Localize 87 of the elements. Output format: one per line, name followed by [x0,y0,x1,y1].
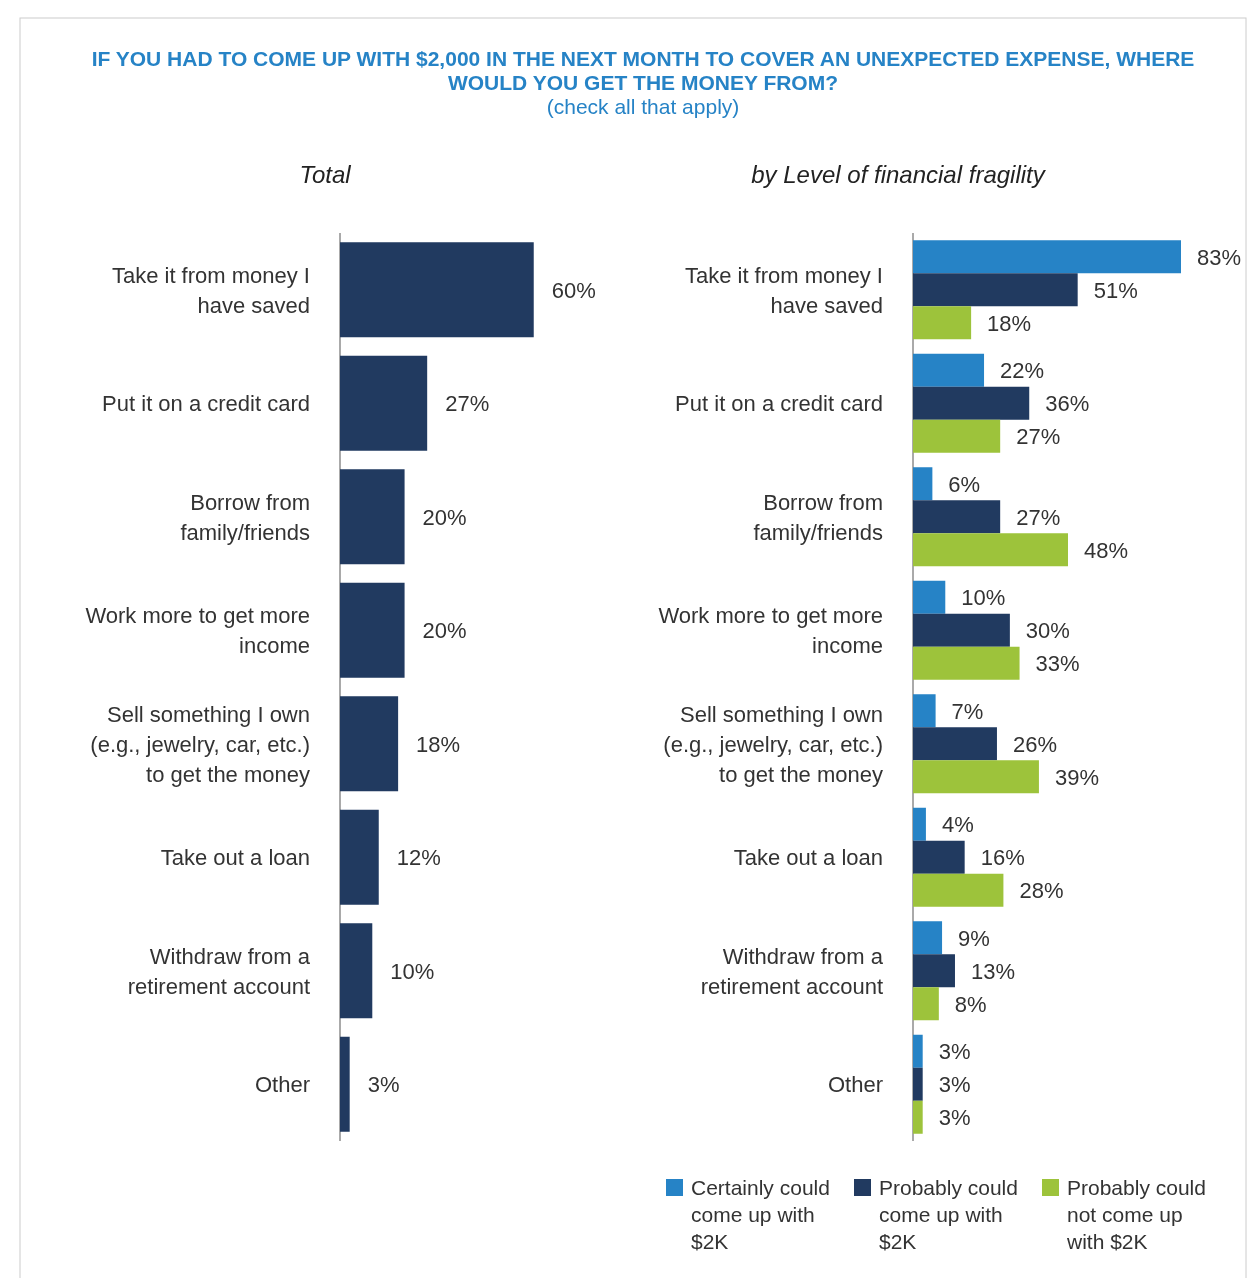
data-label: 30% [1025,618,1070,644]
y-tick-label: Withdraw from a retirement account [127,943,311,999]
bar [913,386,1030,420]
data-label: 10% [390,958,435,984]
y-tick-label: Put it on a credit card [102,391,310,417]
bar [913,840,965,874]
y-tick-label: Borrow from family/friends [753,489,883,545]
data-label: 22% [1000,358,1045,384]
legend-label: Probably could not come up with $2K [1066,1176,1206,1253]
y-tick-label: Take out a loan [733,845,883,871]
bar [913,467,933,501]
bar [340,1036,350,1132]
bar [340,469,405,565]
bar [913,533,1068,567]
bar [340,355,428,451]
data-label: 13% [970,958,1016,984]
data-label: 51% [1093,277,1138,303]
bar [913,273,1078,307]
data-label: 12% [396,845,441,871]
bar [913,987,939,1021]
y-tick-label: Take out a loan [160,845,310,871]
y-tick-label: Work more to get more income [658,603,883,659]
bar [913,873,1004,907]
data-label: 10% [961,585,1006,611]
data-label: 33% [1035,651,1080,677]
bar [913,807,926,841]
y-tick-label: Withdraw from a retirement account [700,943,884,999]
bar [913,760,1039,794]
data-label: 20% [422,618,467,644]
bar [340,696,399,792]
data-label: 18% [987,310,1032,336]
y-tick-label: Take it from money I have saved [684,262,883,318]
data-label: 3% [367,1072,400,1098]
bar [913,727,997,761]
y-tick-label: Other [254,1072,310,1098]
bar [913,954,955,988]
bar [913,646,1020,680]
y-tick-label: Sell something I own (e.g., jewelry, car, etc.) to get the money [663,701,883,787]
y-tick-label: Other [827,1072,883,1098]
data-label: 4% [941,812,974,838]
bar [913,921,943,955]
data-label: 26% [1012,731,1057,757]
bar [340,923,373,1019]
data-label: 48% [1083,537,1129,563]
bar [913,240,1181,274]
data-label: 3% [938,1039,971,1065]
data-label: 20% [422,504,467,530]
data-label: 83% [1197,244,1242,270]
data-label: 18% [416,731,461,757]
bar [913,306,972,340]
data-label: 60% [551,277,596,303]
y-tick-label: Take it from money I have saved [111,262,310,318]
bar [913,500,1001,534]
chart-subtitle: by Level of financial fragility [751,161,1047,188]
chart-subtitle: Total [299,161,352,188]
data-label: 9% [958,925,990,951]
data-label: 27% [1016,504,1061,530]
bar [913,1034,923,1068]
bar [340,242,534,338]
data-label: 39% [1054,764,1099,790]
bar [340,809,379,905]
bar [913,694,936,728]
legend-label: Probably could come up with $2K [879,1176,1018,1253]
data-label: 8% [954,991,987,1017]
data-label: 27% [445,391,490,417]
data-label: 16% [980,845,1025,871]
text: (check all that apply) [546,95,740,118]
y-tick-label: Put it on a credit card [675,391,883,417]
bar [913,1067,923,1101]
data-label: 3% [938,1105,971,1131]
data-label: 6% [948,471,981,497]
data-label: 27% [1016,424,1061,450]
bar [913,613,1010,647]
bar [913,1100,923,1134]
bar [913,419,1001,453]
bar [913,353,985,387]
y-tick-label: Sell something I own (e.g., jewelry, car, etc.) to get the money [90,701,310,787]
data-label: 36% [1045,391,1090,417]
bar [913,580,946,614]
y-tick-label: Work more to get more income [85,603,310,659]
text: IF YOU HAD TO COME UP WITH $2,000 IN THE NEXT MONTH TO COVER AN UNEXPECTED EXPENSE, WHERE WOULD YOU GET THE MONEY FROM? [91,47,1195,94]
legend-label: Certainly could come up with $2K [691,1176,830,1253]
data-label: 3% [938,1072,971,1098]
data-label: 28% [1019,878,1064,904]
data-label: 7% [951,698,984,724]
bar [340,582,405,678]
y-tick-label: Borrow from family/friends [180,489,310,545]
